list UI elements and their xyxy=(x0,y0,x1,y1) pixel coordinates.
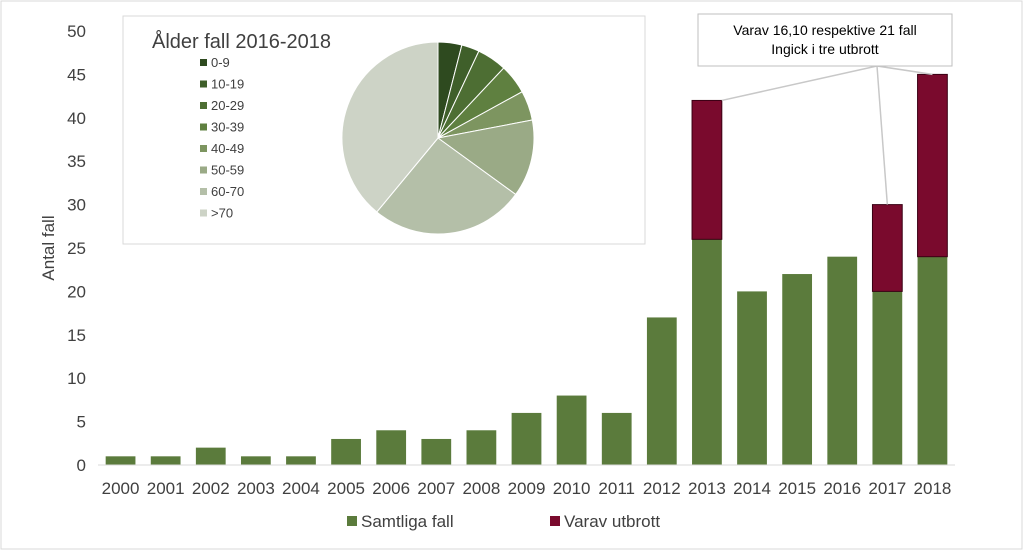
bar-samtliga xyxy=(737,291,767,465)
bar-samtliga xyxy=(872,291,903,465)
annotation-leader xyxy=(721,65,878,102)
pie-legend-label: 20-29 xyxy=(211,98,244,113)
bar-samtliga xyxy=(601,412,632,465)
bar-utbrott xyxy=(871,204,903,292)
bar-samtliga xyxy=(105,456,136,465)
x-tick-label: 2000 xyxy=(102,479,140,498)
pie-title: Ålder fall 2016-2018 xyxy=(152,30,331,53)
y-tick-label: 25 xyxy=(67,239,86,258)
x-tick-label: 2010 xyxy=(553,479,591,498)
chart-legend: Samtliga fall Varav utbrott xyxy=(347,512,660,531)
x-tick-label: 2012 xyxy=(643,479,681,498)
y-tick-label: 40 xyxy=(67,109,86,128)
x-tick-label: 2002 xyxy=(192,479,230,498)
y-tick-label: 0 xyxy=(77,456,86,475)
annotation-leaders xyxy=(721,65,933,205)
x-tick-label: 2008 xyxy=(462,479,500,498)
y-tick-label: 5 xyxy=(77,413,86,432)
pie xyxy=(341,41,535,235)
y-tick-label: 30 xyxy=(67,196,86,215)
x-tick-label: 2015 xyxy=(778,479,816,498)
x-tick-label: 2001 xyxy=(147,479,185,498)
pie-legend-label: 30-39 xyxy=(211,120,244,135)
annotation-leader xyxy=(876,65,933,76)
legend-label-utbrott: Varav utbrott xyxy=(564,512,660,531)
pie-legend-label: >70 xyxy=(211,206,233,221)
bar-samtliga xyxy=(782,274,813,465)
y-tick-label: 35 xyxy=(67,152,86,171)
pie-legend-label: 60-70 xyxy=(211,184,244,199)
bar-samtliga xyxy=(917,256,948,465)
pie-legend-label: 40-49 xyxy=(211,141,244,156)
legend-label-samtliga: Samtliga fall xyxy=(361,512,454,531)
bar-samtliga xyxy=(646,317,677,465)
bar-utbrott xyxy=(691,99,723,240)
bars xyxy=(105,73,948,465)
x-tick-label: 2013 xyxy=(688,479,726,498)
y-tick-label: 10 xyxy=(67,369,86,388)
bar-samtliga xyxy=(376,430,407,465)
annotation-callout: Varav 16,10 respektive 21 fall Ingick i … xyxy=(697,13,953,205)
x-tick-label: 2018 xyxy=(914,479,952,498)
y-axis-title: Antal fall xyxy=(39,215,58,280)
bar-samtliga xyxy=(150,456,181,465)
pie-legend-swatch xyxy=(200,188,207,195)
x-tick-label: 2009 xyxy=(508,479,546,498)
pie-legend: 0-9 10-19 20-29 30-39 40-49 50-59 60-70 >70 xyxy=(200,55,244,221)
x-tick-label: 2003 xyxy=(237,479,275,498)
bar-utbrott xyxy=(917,73,948,258)
bar-samtliga xyxy=(421,438,452,465)
x-tick-label: 2004 xyxy=(282,479,320,498)
x-tick-label: 2011 xyxy=(598,479,635,498)
x-tick-label: 2005 xyxy=(327,479,365,498)
pie-legend-label: 10-19 xyxy=(211,77,244,92)
bar-samtliga xyxy=(827,256,858,465)
annotation-box xyxy=(697,13,953,67)
annotation-line-1: Varav 16,10 respektive 21 fall xyxy=(733,22,916,38)
bar-samtliga xyxy=(331,438,361,465)
pie-legend-swatch xyxy=(200,123,207,131)
y-tick-label: 45 xyxy=(67,65,86,84)
bar-samtliga xyxy=(511,412,542,465)
bar-samtliga xyxy=(466,430,497,465)
x-tick-label: 2016 xyxy=(823,479,861,498)
pie-legend-swatch xyxy=(200,80,207,88)
x-axis: 2000 2001 2002 2003 2004 2005 2006 2007 2008 2009… xyxy=(102,479,952,498)
bar-samtliga xyxy=(240,456,271,465)
pie-legend-swatch xyxy=(200,166,207,174)
x-tick-label: 2017 xyxy=(868,479,906,498)
legend-swatch-samtliga xyxy=(347,516,357,526)
pie-slice xyxy=(376,137,517,235)
pie-legend-label: 0-9 xyxy=(211,55,230,70)
legend-swatch-utbrott xyxy=(550,516,560,526)
pie-slice xyxy=(341,41,439,213)
bar-samtliga xyxy=(692,239,722,465)
y-tick-label: 20 xyxy=(67,282,86,301)
pie-legend-swatch xyxy=(200,209,207,217)
pie-legend-label: 50-59 xyxy=(211,163,244,178)
annotation-line-2: Ingick i tre utbrott xyxy=(771,41,878,57)
pie-legend-swatch xyxy=(200,59,207,66)
y-axis: 0 5 10 15 20 25 30 35 40 45 50 xyxy=(67,22,86,475)
x-tick-label: 2007 xyxy=(417,479,455,498)
pie-legend-swatch xyxy=(200,145,207,152)
y-tick-label: 50 xyxy=(67,22,86,41)
annotation-leader xyxy=(876,65,889,205)
bar-samtliga xyxy=(195,447,226,465)
bar-samtliga xyxy=(286,456,316,465)
pie-slice xyxy=(436,119,535,196)
pie-legend-swatch xyxy=(200,102,207,109)
x-tick-label: 2006 xyxy=(372,479,410,498)
y-tick-label: 15 xyxy=(67,326,86,345)
bar-samtliga xyxy=(556,395,587,465)
x-tick-label: 2014 xyxy=(733,479,771,498)
